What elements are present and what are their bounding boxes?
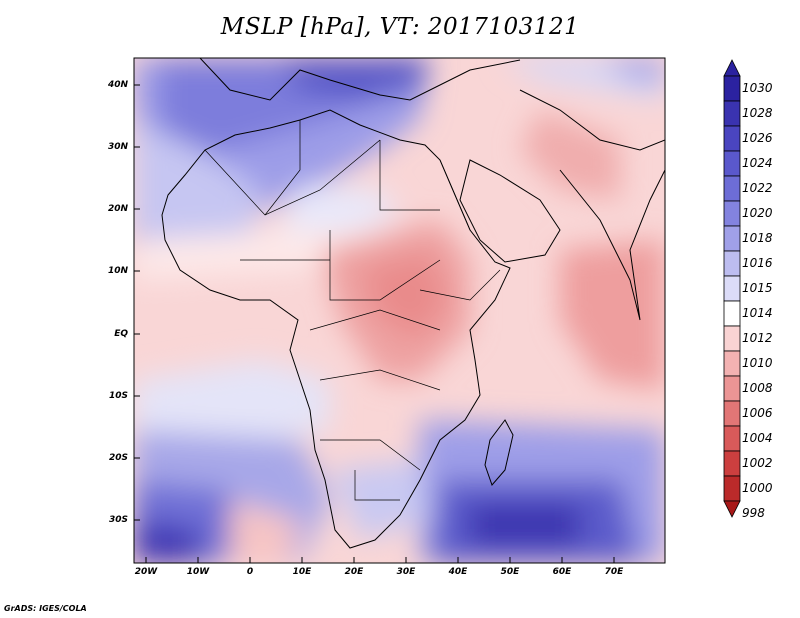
lon-label: 50E bbox=[500, 567, 520, 577]
colorbar-label: 1012 bbox=[742, 331, 773, 345]
colorbar-label: 1010 bbox=[742, 356, 773, 370]
lat-label: 40N bbox=[107, 80, 128, 90]
lat-label: 20S bbox=[108, 453, 128, 463]
colorbar-swatch bbox=[723, 200, 741, 227]
colorbar-swatch bbox=[723, 75, 741, 102]
lon-label: 10E bbox=[292, 567, 312, 577]
colorbar-label: 1028 bbox=[742, 106, 773, 120]
colorbar-swatch bbox=[723, 250, 741, 277]
lon-label: 30E bbox=[396, 567, 416, 577]
colorbar-swatch bbox=[723, 375, 741, 402]
credit-text: GrADS: IGES/COLA bbox=[4, 604, 87, 613]
colorbar-swatch bbox=[723, 100, 741, 127]
colorbar-bottom-arrow bbox=[723, 500, 741, 518]
lat-label: 20N bbox=[107, 204, 128, 214]
plot-frame bbox=[133, 57, 666, 564]
colorbar bbox=[723, 59, 741, 518]
colorbar-top-arrow bbox=[723, 59, 741, 77]
colorbar-label: 1002 bbox=[742, 456, 773, 470]
colorbar-swatch bbox=[723, 350, 741, 377]
colorbar-label: 1008 bbox=[742, 381, 773, 395]
colorbar-label: 1022 bbox=[742, 181, 773, 195]
colorbar-swatch bbox=[723, 300, 741, 327]
lat-label: 30N bbox=[107, 142, 128, 152]
colorbar-swatch bbox=[723, 475, 741, 502]
colorbar-label: 1030 bbox=[742, 81, 773, 95]
colorbar-swatch bbox=[723, 275, 741, 302]
lat-label: 10N bbox=[107, 266, 128, 276]
lon-label: 20E bbox=[344, 567, 364, 577]
colorbar-swatch bbox=[723, 125, 741, 152]
colorbar-label: 1014 bbox=[742, 306, 773, 320]
colorbar-label: 1004 bbox=[742, 431, 773, 445]
lon-label: 70E bbox=[604, 567, 624, 577]
colorbar-swatch bbox=[723, 150, 741, 177]
lat-label: EQ bbox=[114, 329, 128, 339]
colorbar-label: 1018 bbox=[742, 231, 773, 245]
plot-title: MSLP [hPa], VT: 2017103121 bbox=[220, 14, 580, 40]
colorbar-label: 1006 bbox=[742, 406, 773, 420]
colorbar-swatch bbox=[723, 450, 741, 477]
colorbar-label: 1024 bbox=[742, 156, 773, 170]
lat-label: 10S bbox=[108, 391, 128, 401]
lat-label: 30S bbox=[108, 515, 128, 525]
colorbar-label: 998 bbox=[742, 506, 765, 520]
colorbar-label: 1000 bbox=[742, 481, 773, 495]
colorbar-label: 1015 bbox=[742, 281, 773, 295]
pressure-field bbox=[134, 58, 665, 563]
axis-ticks bbox=[134, 84, 615, 563]
colorbar-swatch bbox=[723, 175, 741, 202]
lon-label: 40E bbox=[448, 567, 468, 577]
lon-label: 60E bbox=[552, 567, 572, 577]
colorbar-swatch bbox=[723, 225, 741, 252]
colorbar-swatch bbox=[723, 425, 741, 452]
colorbar-label: 1020 bbox=[742, 206, 773, 220]
colorbar-swatch bbox=[723, 400, 741, 427]
colorbar-swatch bbox=[723, 325, 741, 352]
colorbar-label: 1026 bbox=[742, 131, 773, 145]
lon-label: 20W bbox=[134, 567, 158, 577]
lon-label: 10W bbox=[186, 567, 210, 577]
lon-label: 0 bbox=[246, 567, 254, 577]
colorbar-label: 1016 bbox=[742, 256, 773, 270]
coastlines bbox=[161, 58, 665, 549]
country-borders bbox=[204, 120, 501, 501]
